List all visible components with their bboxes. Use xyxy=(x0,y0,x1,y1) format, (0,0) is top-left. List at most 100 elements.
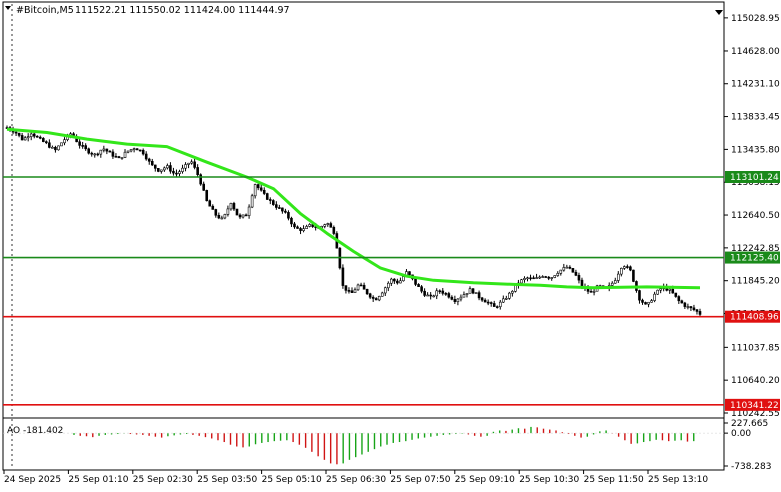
candle-body xyxy=(278,207,281,209)
y-tick-label: 114231.10 xyxy=(731,80,780,90)
candle-body xyxy=(438,290,442,293)
candle-body xyxy=(350,290,354,293)
candle-body xyxy=(63,139,66,144)
candle-body xyxy=(444,293,448,295)
candle-body xyxy=(535,277,538,279)
y-tick-label: 113435.80 xyxy=(731,145,780,155)
candle-body xyxy=(620,267,623,275)
candle-body xyxy=(45,141,48,144)
x-tick-label: 25 Sep 06:30 xyxy=(326,475,386,485)
candle-body xyxy=(656,289,659,295)
candle-body xyxy=(193,161,196,168)
candle-body xyxy=(396,280,399,284)
candle-body xyxy=(571,268,575,273)
y-tick-label: 112242.85 xyxy=(731,244,780,254)
candle-body xyxy=(293,223,296,228)
candle-body xyxy=(138,149,142,152)
candle-body xyxy=(650,300,653,303)
candle-body xyxy=(568,266,572,269)
candle-body xyxy=(29,133,33,137)
price-level-badge xyxy=(725,171,780,184)
candle-body xyxy=(692,307,696,311)
candle-body xyxy=(160,169,163,172)
candle-body xyxy=(371,296,375,299)
ao-bars-group xyxy=(73,426,695,465)
candle-body xyxy=(574,271,578,276)
candle-body xyxy=(256,184,260,189)
candle-body xyxy=(541,276,544,278)
candle-body xyxy=(38,136,42,139)
candle-body xyxy=(623,266,626,269)
candle-body xyxy=(296,226,299,229)
candle-body xyxy=(456,298,460,302)
candle-body xyxy=(377,295,381,301)
candle-body xyxy=(172,170,175,174)
y-tick-label: 111845.20 xyxy=(731,277,780,287)
x-tick-label: 25 Sep 01:10 xyxy=(68,475,128,485)
candle-body xyxy=(432,295,435,298)
candle-body xyxy=(423,290,426,296)
candle-body xyxy=(211,205,215,210)
candle-body xyxy=(559,269,563,274)
candle-body xyxy=(187,162,190,165)
candle-body xyxy=(329,223,333,228)
candle-body xyxy=(414,278,417,285)
chart-symbol-label: #Bitcoin,M5 xyxy=(16,5,74,16)
candle-body xyxy=(272,200,275,205)
candle-body xyxy=(680,300,684,304)
candle-body xyxy=(492,303,496,307)
candle-body xyxy=(166,165,169,169)
candle-body xyxy=(368,293,372,298)
candle-body xyxy=(402,276,405,282)
candle-body xyxy=(511,291,514,294)
candle-body xyxy=(35,135,39,138)
x-tick-label: 25 Sep 10:30 xyxy=(519,475,579,485)
candle-body xyxy=(175,172,178,175)
price-level-label: 113101.24 xyxy=(730,173,779,183)
candle-body xyxy=(157,168,160,172)
candle-body xyxy=(253,184,257,197)
candle-body xyxy=(241,214,245,218)
candle-body xyxy=(689,306,693,309)
price-level-label: 111408.96 xyxy=(730,313,779,323)
candle-body xyxy=(486,301,490,304)
candle-body xyxy=(653,293,656,301)
candle-body xyxy=(323,224,327,227)
candle-body xyxy=(553,275,557,278)
candle-body xyxy=(644,302,647,305)
candle-body xyxy=(356,284,360,291)
candle-body xyxy=(23,137,27,141)
candle-body xyxy=(565,266,569,269)
candle-body xyxy=(290,217,293,225)
y-tick-label: 113038.15 xyxy=(731,178,780,188)
y-tick-label: 110242.55 xyxy=(731,409,780,419)
scroll-down-icon xyxy=(715,10,723,15)
candle-body xyxy=(695,309,699,312)
x-tick-label: 25 Sep 09:10 xyxy=(455,475,515,485)
candle-body xyxy=(302,228,305,231)
x-tick-label: 25 Sep 03:50 xyxy=(197,475,257,485)
y-tick-label: 112640.50 xyxy=(731,211,780,221)
candle-body xyxy=(205,190,209,202)
candle-body xyxy=(429,294,432,297)
candle-body xyxy=(632,269,635,282)
price-level-badge xyxy=(725,310,780,323)
candle-body xyxy=(483,299,487,303)
candle-body xyxy=(308,224,311,227)
candle-body xyxy=(281,207,284,212)
candle-body xyxy=(362,284,366,290)
candle-body xyxy=(87,148,91,154)
candle-body xyxy=(42,138,45,142)
candle-body xyxy=(32,133,36,137)
candle-body xyxy=(390,278,393,284)
candle-body xyxy=(450,296,454,300)
candle-body xyxy=(199,174,202,185)
candle-body xyxy=(57,145,60,151)
candle-body xyxy=(383,287,387,294)
candle-body xyxy=(668,288,672,291)
price-level-label: 110341.22 xyxy=(730,401,779,411)
candle-body xyxy=(332,226,336,234)
candle-body xyxy=(226,208,230,215)
candle-body xyxy=(683,302,687,307)
